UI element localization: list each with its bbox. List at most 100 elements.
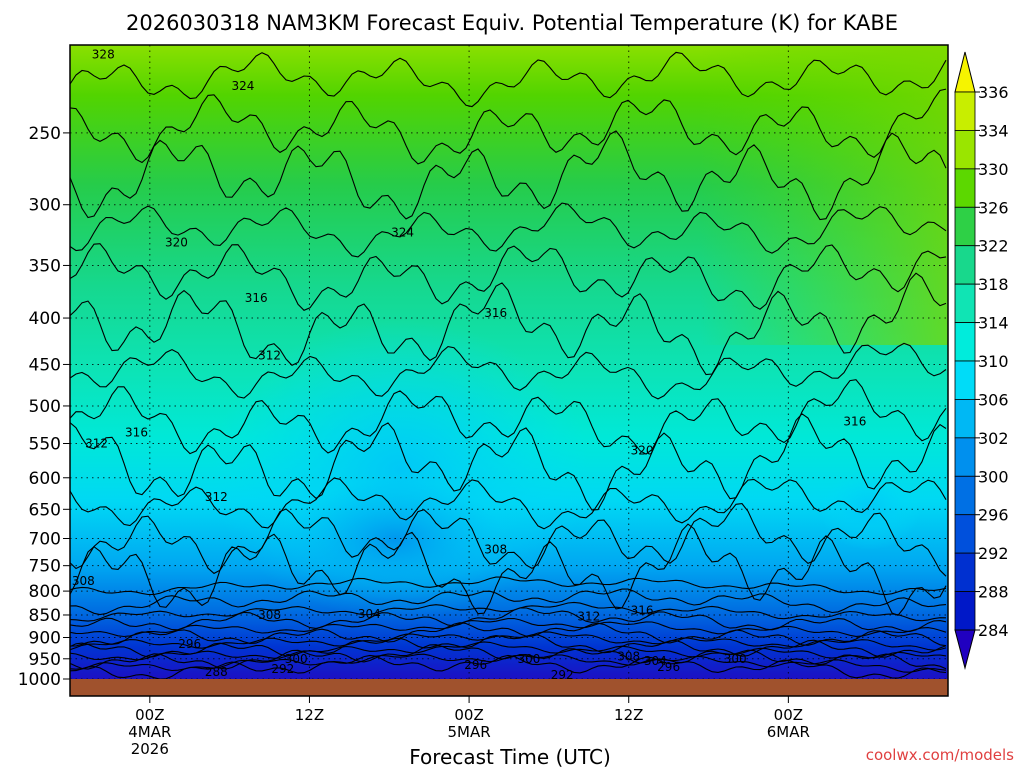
contour-label: 312 — [577, 609, 600, 623]
colorbar-segment — [954, 206, 976, 247]
colorbar-segment — [954, 360, 976, 400]
y-tick-label: 900 — [29, 628, 61, 648]
contour-line — [70, 88, 947, 165]
low-level-cool-core — [285, 480, 505, 600]
x-tick-label: 4MAR — [128, 723, 171, 741]
colorbar-label: 310 — [978, 352, 1009, 371]
y-tick-label: 700 — [29, 529, 61, 549]
contour-label: 296 — [178, 637, 201, 651]
y-tick-label: 750 — [29, 557, 61, 577]
chart-title: 2026030318 NAM3KM Forecast Equiv. Potent… — [126, 11, 898, 35]
x-tick-label: 00Z — [774, 706, 803, 724]
y-tick-label: 300 — [29, 196, 61, 216]
contour-label: 316 — [843, 414, 866, 428]
y-tick-label: 800 — [29, 582, 61, 602]
colorbar-label: 284 — [978, 621, 1009, 640]
colorbar-top-arrow — [954, 51, 976, 93]
credit-text: coolwx.com/models — [866, 746, 1014, 764]
x-tick-label: 6MAR — [767, 723, 810, 741]
colorbar-label: 334 — [978, 121, 1009, 140]
y-tick-label: 350 — [29, 256, 61, 276]
x-tick-label: 00Z — [454, 706, 483, 724]
right-cool-pocket — [820, 470, 920, 550]
colorbar-bottom-arrow — [954, 629, 976, 670]
contour-label: 316 — [125, 426, 148, 440]
colorbar-segment — [954, 591, 976, 631]
contour-label: 312 — [258, 349, 281, 363]
contour-label: 300 — [285, 652, 308, 666]
contour-label: 328 — [92, 48, 115, 62]
contour-line — [70, 634, 947, 658]
y-tick-label: 450 — [29, 355, 61, 375]
grid-lines — [70, 45, 948, 679]
contour-label: 320 — [165, 235, 188, 249]
contour-line — [70, 477, 947, 530]
contour-line — [70, 576, 947, 596]
y-tick-label: 500 — [29, 397, 61, 417]
contour-label: 312 — [85, 436, 108, 450]
colorbar-segment — [954, 552, 976, 592]
y-tick-label: 600 — [29, 469, 61, 489]
y-tick-label: 1000 — [18, 670, 61, 690]
plot-area: 328 324 324 320 316 316 312 316 312 320 316 312 308 3… — [70, 45, 948, 682]
contour-line — [70, 342, 947, 400]
x-axis-label: Forecast Time (UTC) — [409, 745, 611, 768]
contour-label: 316 — [631, 603, 654, 617]
colorbar-label: 314 — [978, 314, 1009, 333]
colorbar-segment — [954, 399, 976, 439]
x-tick-label: 5MAR — [448, 723, 491, 741]
contour-line — [70, 631, 947, 651]
y-tick-label: 400 — [29, 309, 61, 329]
colorbar-segment — [954, 283, 976, 323]
contour-line — [70, 588, 947, 616]
x-tick-label: 12Z — [295, 706, 324, 724]
contour-line — [70, 130, 947, 221]
colorbar-label: 318 — [978, 275, 1009, 294]
contour-line — [70, 413, 947, 511]
colorbar-label: 292 — [978, 544, 1009, 563]
colorbar-label: 330 — [978, 160, 1009, 179]
plot-frame — [69, 44, 949, 697]
contour-label: 308 — [484, 543, 507, 557]
contour-label: 288 — [205, 665, 228, 679]
colorbar-segment — [954, 322, 976, 362]
contour-line — [70, 601, 947, 622]
contour-label: 292 — [271, 662, 294, 676]
colorbar-segment — [954, 245, 976, 285]
colorbar-segment — [954, 437, 976, 477]
contour-line — [70, 503, 947, 577]
x-tick-label: 00Z — [135, 706, 164, 724]
x-tick-label: 2026 — [131, 740, 169, 758]
contour-label: 320 — [631, 444, 654, 458]
contour-label: 324 — [231, 79, 254, 93]
colorbar-label: 336 — [978, 83, 1009, 102]
contour-label: 312 — [205, 490, 228, 504]
contour-label: 296 — [464, 658, 487, 672]
contour-line — [70, 654, 947, 679]
colorbar-label: 288 — [978, 583, 1009, 602]
y-axis: 2503003504004505005506006507007508008509… — [18, 124, 70, 690]
contour-line — [70, 607, 947, 633]
contour-label: 300 — [518, 652, 541, 666]
contour-label: 308 — [258, 608, 281, 622]
upper-right-warm-region — [700, 45, 948, 345]
contour-line — [70, 51, 947, 108]
colorbar-label: 322 — [978, 237, 1009, 256]
contour-line — [70, 644, 947, 670]
y-tick-label: 850 — [29, 606, 61, 626]
colorbar-segment — [954, 91, 976, 131]
ground-strip — [70, 679, 948, 696]
contour-line — [70, 617, 947, 638]
contour-label: 308 — [72, 574, 95, 588]
contour-line — [70, 243, 947, 311]
contour-label: 292 — [551, 668, 574, 682]
colorbar-label: 300 — [978, 467, 1009, 486]
contour-line — [70, 523, 947, 616]
contour-line — [70, 641, 947, 661]
contour-label: 300 — [724, 652, 747, 666]
colorbar-segment — [954, 130, 976, 170]
contour-label: 316 — [245, 291, 268, 305]
colorbar-label: 306 — [978, 390, 1009, 409]
